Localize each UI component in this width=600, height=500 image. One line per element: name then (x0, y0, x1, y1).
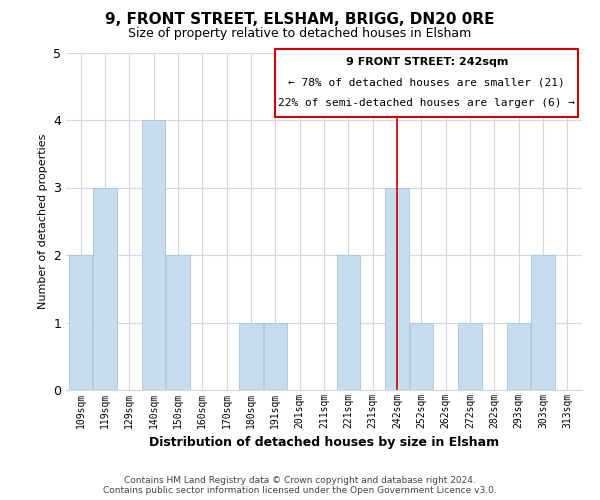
X-axis label: Distribution of detached houses by size in Elsham: Distribution of detached houses by size … (149, 436, 499, 450)
Bar (69, 255, 92, 390)
Bar (337, 255, 360, 390)
Bar (166, 255, 190, 390)
Bar (385, 188, 409, 390)
FancyBboxPatch shape (275, 49, 578, 116)
Text: Size of property relative to detached houses in Elsham: Size of property relative to detached ho… (128, 28, 472, 40)
Bar (239, 322, 263, 390)
Bar (410, 322, 433, 390)
Bar (507, 322, 530, 390)
Text: 22% of semi-detached houses are larger (6) →: 22% of semi-detached houses are larger (… (278, 98, 575, 108)
Text: 9 FRONT STREET: 242sqm: 9 FRONT STREET: 242sqm (346, 57, 508, 67)
Bar (458, 322, 482, 390)
Text: 9, FRONT STREET, ELSHAM, BRIGG, DN20 0RE: 9, FRONT STREET, ELSHAM, BRIGG, DN20 0RE (105, 12, 495, 28)
Y-axis label: Number of detached properties: Number of detached properties (38, 134, 47, 309)
Text: ← 78% of detached houses are smaller (21): ← 78% of detached houses are smaller (21… (289, 78, 565, 88)
Text: Contains public sector information licensed under the Open Government Licence v3: Contains public sector information licen… (103, 486, 497, 495)
Bar (532, 255, 554, 390)
Bar (94, 188, 116, 390)
Bar (264, 322, 287, 390)
Text: Contains HM Land Registry data © Crown copyright and database right 2024.: Contains HM Land Registry data © Crown c… (124, 476, 476, 485)
Bar (142, 120, 165, 390)
